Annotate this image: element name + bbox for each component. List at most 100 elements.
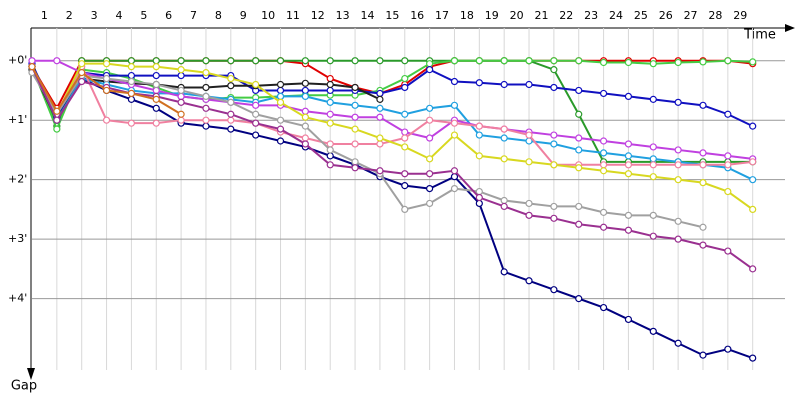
data-point (401, 128, 409, 136)
data-point (351, 113, 359, 121)
data-point (227, 57, 235, 65)
data-point (699, 223, 707, 231)
y-tick-label: +3' (8, 232, 27, 245)
data-point (699, 241, 707, 249)
data-point (599, 58, 608, 67)
data-point (749, 265, 757, 273)
data-point (301, 79, 309, 87)
data-point (177, 66, 185, 74)
data-point (724, 345, 732, 353)
data-point (276, 116, 285, 124)
data-point (599, 89, 608, 98)
data-point (227, 116, 235, 124)
x-tick-label: 27 (684, 9, 698, 22)
data-point (500, 134, 508, 142)
data-point (575, 146, 583, 154)
data-point (749, 158, 757, 166)
x-tick-label: 3 (91, 9, 98, 22)
data-point (152, 63, 160, 71)
data-point (450, 77, 459, 86)
x-tick-label: 18 (460, 9, 474, 22)
data-point (649, 211, 657, 219)
data-point (152, 86, 160, 95)
data-point (326, 119, 334, 127)
x-tick-label: 20 (510, 9, 524, 22)
data-point (599, 223, 608, 231)
data-point (426, 155, 434, 163)
data-point (177, 71, 185, 80)
x-tick-label: 2 (66, 9, 73, 22)
data-point (102, 116, 111, 124)
data-point (724, 57, 732, 65)
data-point (649, 327, 657, 335)
data-point (177, 57, 185, 65)
x-tick-label: 10 (261, 9, 275, 22)
data-point (401, 83, 409, 92)
data-point (177, 86, 185, 95)
data-point (401, 74, 409, 83)
data-point (78, 77, 86, 86)
data-point (102, 86, 111, 95)
data-point (127, 71, 136, 80)
data-point (674, 161, 682, 169)
data-point (674, 339, 682, 347)
data-point (227, 110, 235, 118)
data-point (401, 134, 409, 142)
series-line (31, 72, 704, 229)
data-point (550, 140, 558, 148)
x-tick-label: 23 (584, 9, 598, 22)
data-point (500, 155, 508, 163)
data-point (699, 161, 707, 169)
data-point (426, 184, 434, 193)
x-tick-label: 6 (165, 9, 172, 22)
data-point (28, 63, 36, 71)
data-point (649, 232, 657, 240)
data-point (500, 196, 508, 205)
data-point (152, 57, 160, 65)
data-point (749, 176, 757, 184)
data-point (152, 80, 160, 89)
data-point (326, 80, 334, 89)
data-point (575, 110, 583, 118)
data-point (575, 202, 583, 211)
y-tick-label: +4' (8, 292, 27, 305)
data-point (475, 57, 483, 65)
x-tick-label: 14 (360, 9, 374, 22)
data-point (426, 199, 434, 208)
data-point (500, 268, 508, 276)
data-point (575, 86, 583, 95)
data-point (599, 149, 608, 157)
data-point (624, 92, 633, 101)
data-point (550, 66, 558, 74)
data-point (177, 98, 185, 106)
data-point (550, 131, 558, 139)
data-point (475, 187, 483, 196)
data-point (53, 116, 61, 124)
data-point (624, 152, 633, 160)
data-point (326, 152, 334, 160)
data-point (450, 184, 459, 193)
data-point (475, 193, 483, 202)
data-point (525, 199, 533, 208)
data-point (450, 57, 459, 65)
data-point (550, 161, 558, 169)
series-line (31, 62, 754, 211)
data-point (624, 161, 633, 169)
data-point (426, 60, 434, 68)
data-point (674, 58, 682, 67)
data-point (177, 92, 185, 101)
data-point (276, 125, 285, 133)
data-point (749, 205, 757, 214)
data-point (326, 161, 334, 169)
data-point (500, 125, 508, 133)
data-point (351, 125, 359, 133)
series-line (32, 59, 753, 160)
x-tick-label: 19 (485, 9, 499, 22)
x-tick-label: 5 (140, 9, 147, 22)
series-line (31, 66, 754, 270)
data-point (724, 152, 732, 160)
data-point (127, 57, 136, 65)
data-point (252, 101, 260, 109)
data-point (674, 176, 682, 184)
data-point (301, 107, 309, 115)
